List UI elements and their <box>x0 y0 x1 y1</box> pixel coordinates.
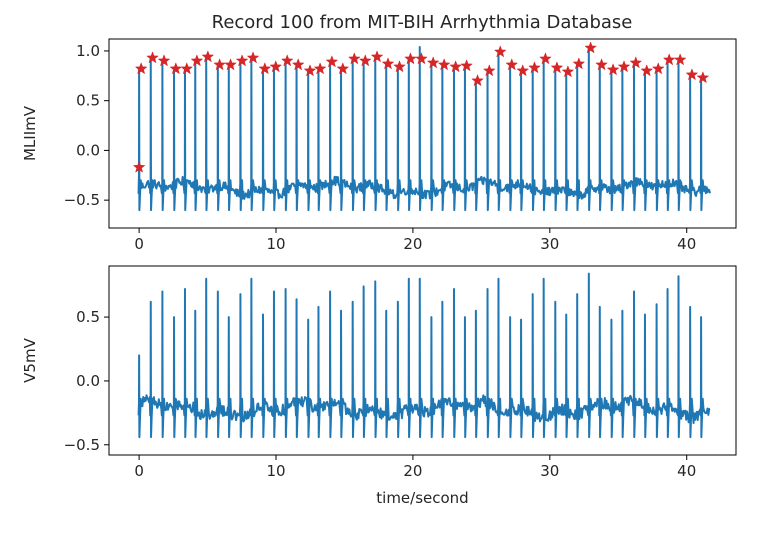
r-peak-marker <box>269 60 283 73</box>
y-tick-label: 0.5 <box>76 308 100 326</box>
y-tick-label: 1.0 <box>76 42 100 60</box>
r-peak-marker <box>595 58 608 71</box>
bottom-axes-frame <box>108 265 737 456</box>
r-peak-marker <box>606 63 620 76</box>
r-peak-marker <box>696 71 710 84</box>
r-peak-marker <box>404 52 417 65</box>
y-tick-label: −0.5 <box>64 436 100 454</box>
top-axes-plot-area <box>132 41 711 212</box>
r-peak-marker <box>134 62 148 75</box>
ecg-signal-line <box>137 272 711 439</box>
r-peak-marker <box>258 62 272 75</box>
r-peak-marker <box>572 57 586 70</box>
r-peak-marker <box>246 51 260 64</box>
r-peak-marker <box>201 50 215 63</box>
r-peak-marker <box>460 59 473 72</box>
r-peak-marker <box>640 64 654 77</box>
r-peak-marker <box>381 57 395 70</box>
r-peak-marker <box>528 61 541 74</box>
r-peak-marker <box>280 54 294 67</box>
y-tick-label: 0.0 <box>76 141 100 159</box>
bottom-axes-plot-area <box>137 272 711 439</box>
r-peak-marker <box>426 56 440 69</box>
r-peak-marker <box>393 60 406 73</box>
bottom-ecg-axes-v5: 0 10 20 30 40 0.5 0.0 −0.5 V5mV time/second <box>21 265 737 507</box>
r-peak-marker <box>325 55 339 68</box>
y-tick-label: 0.5 <box>76 92 100 110</box>
r-peak-marker <box>471 74 484 87</box>
x-tick-label: 40 <box>677 462 696 480</box>
r-peak-marker <box>190 54 204 67</box>
r-peak-marker <box>169 62 183 75</box>
r-peak-marker <box>180 62 194 75</box>
bottom-axes-ylabel: V5mV <box>21 337 39 382</box>
r-peak-marker <box>157 54 171 67</box>
r-peak-marker <box>629 56 643 69</box>
x-tick-label: 20 <box>403 235 422 253</box>
r-peak-marker <box>449 60 463 73</box>
r-peak-marker <box>550 61 564 74</box>
r-peak-marker <box>313 62 327 75</box>
x-tick-label: 40 <box>677 235 696 253</box>
x-tick-label: 20 <box>403 462 422 480</box>
r-peak-marker <box>651 62 665 75</box>
r-peak-marker <box>561 65 575 78</box>
r-peak-marker <box>303 64 317 77</box>
r-peak-marker <box>539 52 552 65</box>
top-axes-ylabel: MLIImV <box>21 105 39 161</box>
y-tick-label: −0.5 <box>64 191 100 209</box>
y-tick-label: 0.0 <box>76 372 100 390</box>
x-tick-label: 0 <box>134 462 144 480</box>
r-peak-marker <box>213 58 226 71</box>
top-ecg-axes-mlii: 0 10 20 30 40 1.0 0.5 0.0 −0.5 MLIImV <box>21 38 737 253</box>
ecg-signal-line <box>137 45 711 212</box>
r-peak-marker <box>662 53 676 66</box>
bottom-axes-ticks: 0 10 20 30 40 0.5 0.0 −0.5 <box>64 308 697 480</box>
chart-title: Record 100 from MIT-BIH Arrhythmia Datab… <box>212 12 633 33</box>
r-peak-marker <box>336 62 350 75</box>
x-tick-label: 10 <box>266 235 285 253</box>
x-tick-label: 30 <box>540 235 559 253</box>
bottom-axes-xlabel: time/second <box>376 489 468 507</box>
r-peak-marker <box>370 50 384 63</box>
r-peak-marker <box>505 58 519 71</box>
r-peak-marker <box>685 68 699 81</box>
r-peak-marker <box>493 45 507 58</box>
r-peak-marker <box>415 52 428 65</box>
r-peak-marker <box>584 41 597 54</box>
x-tick-label: 10 <box>266 462 285 480</box>
r-peak-marker <box>617 60 631 73</box>
x-tick-label: 0 <box>134 235 144 253</box>
top-axes-ticks: 0 10 20 30 40 1.0 0.5 0.0 −0.5 <box>64 42 697 253</box>
r-peak-marker <box>516 64 530 77</box>
r-peak-marker <box>224 58 237 71</box>
r-peak-marker <box>673 53 687 66</box>
r-peak-marker <box>235 54 249 67</box>
r-peak-marker <box>347 52 361 65</box>
r-peak-marker <box>291 58 305 71</box>
r-peak-marker <box>132 160 146 173</box>
x-tick-label: 30 <box>540 462 559 480</box>
r-peak-marker <box>437 58 451 71</box>
top-axes-frame <box>108 38 737 229</box>
r-peak-marker <box>146 51 159 64</box>
r-peak-marker <box>482 64 496 77</box>
r-peak-marker <box>358 54 372 67</box>
